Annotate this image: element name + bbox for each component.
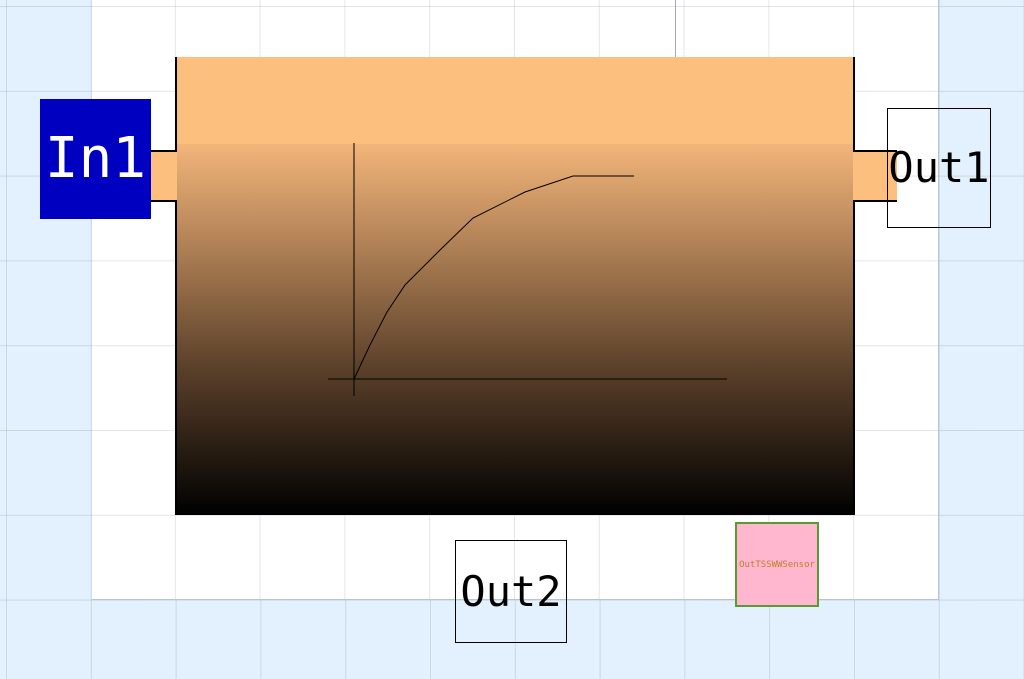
input-port-in1[interactable]: In1 — [40, 99, 151, 219]
output-connector-stub — [853, 150, 897, 202]
block-body[interactable] — [176, 144, 854, 515]
input-port-label: In1 — [44, 126, 147, 191]
output-port-out2[interactable]: Out2 — [455, 540, 567, 643]
curve-line — [353, 175, 634, 380]
sensor-label: OutTSSWWSensor — [739, 559, 815, 570]
output-port-out1[interactable]: Out1 — [887, 108, 991, 228]
block-left-edge — [175, 57, 177, 515]
input-connector-stub — [150, 150, 177, 202]
sensor-block[interactable]: OutTSSWWSensor — [735, 522, 819, 607]
block-header[interactable] — [176, 57, 854, 144]
block-right-edge — [853, 57, 855, 515]
output-port-label: Out1 — [888, 143, 990, 192]
output-port-label: Out2 — [460, 566, 562, 616]
